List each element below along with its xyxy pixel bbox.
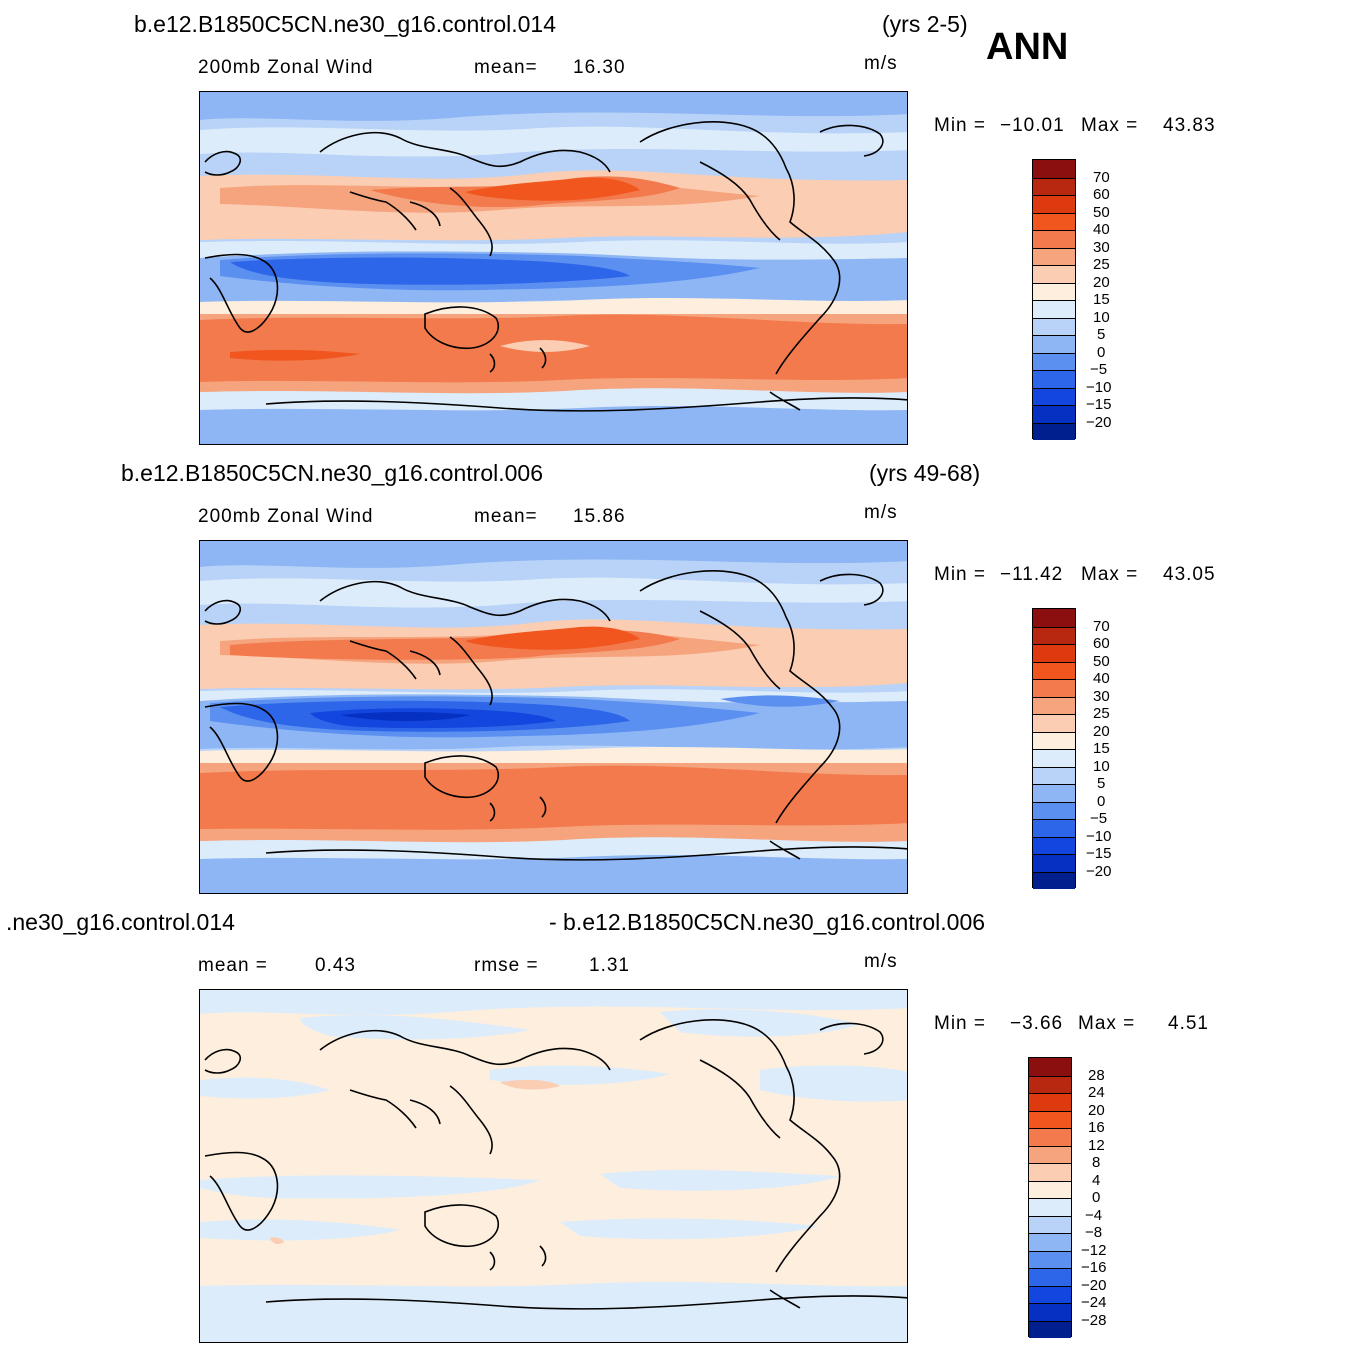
colorbar-tick: 0 [1097, 344, 1106, 361]
colorbar-tick: 20 [1088, 1102, 1105, 1119]
case-title-middle: b.e12.B1850C5CN.ne30_g16.control.006 [121, 460, 543, 486]
colorbar-tick: 15 [1093, 740, 1110, 757]
colorbar-tick: 15 [1093, 291, 1110, 308]
colorbar-tick: 40 [1093, 221, 1110, 238]
units-label-top: m/s [864, 53, 898, 74]
colorbar-tick: −12 [1081, 1242, 1107, 1259]
min-value-diff: −3.66 [1010, 1013, 1064, 1034]
variable-label-top: 200mb Zonal Wind [198, 57, 374, 78]
colorbar-tick: 20 [1093, 274, 1110, 291]
mean-value-middle: 15.86 [573, 506, 626, 527]
variable-label-middle: 200mb Zonal Wind [198, 506, 374, 527]
rmse-value-diff: 1.31 [589, 955, 630, 976]
case-title-diff-left: .ne30_g16.control.014 [6, 909, 235, 935]
max-value-middle: 43.05 [1163, 564, 1216, 585]
map-panel-top [199, 91, 908, 445]
colorbar-tick: 24 [1088, 1084, 1105, 1101]
colorbar-tick: 10 [1093, 758, 1110, 775]
colorbar-top [1032, 159, 1076, 440]
colorbar-tick: −10 [1086, 828, 1112, 845]
colorbar-tick: 50 [1093, 653, 1110, 670]
colorbar-tick: 5 [1097, 326, 1106, 343]
min-value-top: −10.01 [1000, 115, 1065, 136]
mean-label-middle: mean= [474, 506, 538, 527]
colorbar-tick: 20 [1093, 723, 1110, 740]
colorbar-tick: 60 [1093, 635, 1110, 652]
colorbar-tick: 70 [1093, 618, 1110, 635]
map-panel-middle [199, 540, 908, 894]
min-label-middle: Min = [934, 564, 986, 585]
colorbar-tick: 50 [1093, 204, 1110, 221]
colorbar-tick: −20 [1086, 863, 1112, 880]
colorbar-tick: −28 [1081, 1312, 1107, 1329]
colorbar-tick: 60 [1093, 186, 1110, 203]
colorbar-tick: 10 [1093, 309, 1110, 326]
colorbar-tick: 30 [1093, 239, 1110, 256]
min-value-middle: −11.42 [1000, 564, 1064, 585]
colorbar-tick: 28 [1088, 1067, 1105, 1084]
years-label-top: (yrs 2-5) [882, 11, 968, 37]
colorbar-tick: −10 [1086, 379, 1112, 396]
colorbar-tick: 25 [1093, 705, 1110, 722]
colorbar-tick: 8 [1092, 1154, 1101, 1171]
years-label-middle: (yrs 49-68) [869, 460, 981, 486]
colorbar-tick: 5 [1097, 775, 1106, 792]
colorbar-tick: −20 [1086, 414, 1112, 431]
max-label-middle: Max = [1081, 564, 1139, 585]
colorbar-tick: −20 [1081, 1277, 1107, 1294]
min-label-diff: Min = [934, 1013, 986, 1034]
season-label: ANN [986, 26, 1069, 68]
colorbar-tick: −8 [1085, 1224, 1103, 1241]
max-label-top: Max = [1081, 115, 1139, 136]
max-label-diff: Max = [1078, 1013, 1136, 1034]
colorbar-tick: 0 [1092, 1189, 1101, 1206]
colorbar-tick: 30 [1093, 688, 1110, 705]
colorbar-tick: 25 [1093, 256, 1110, 273]
colorbar-tick: 70 [1093, 169, 1110, 186]
mean-value-diff: 0.43 [315, 955, 356, 976]
colorbar-difference [1028, 1057, 1072, 1338]
max-value-diff: 4.51 [1168, 1013, 1209, 1034]
max-value-top: 43.83 [1163, 115, 1216, 136]
units-label-diff: m/s [864, 951, 898, 972]
colorbar-tick: −5 [1090, 810, 1108, 827]
mean-value-top: 16.30 [573, 57, 626, 78]
colorbar-tick: 16 [1088, 1119, 1105, 1136]
rmse-label-diff: rmse = [474, 955, 539, 976]
colorbar-tick: −24 [1081, 1294, 1107, 1311]
colorbar-tick: 12 [1088, 1137, 1105, 1154]
map-panel-difference [199, 989, 908, 1343]
colorbar-tick: −16 [1081, 1259, 1107, 1276]
colorbar-tick: 0 [1097, 793, 1106, 810]
colorbar-tick: −5 [1090, 361, 1108, 378]
colorbar-tick: 40 [1093, 670, 1110, 687]
mean-label-top: mean= [474, 57, 538, 78]
units-label-middle: m/s [864, 502, 898, 523]
colorbar-tick: −15 [1086, 845, 1112, 862]
min-label-top: Min = [934, 115, 986, 136]
mean-label-diff: mean = [198, 955, 268, 976]
colorbar-middle [1032, 608, 1076, 889]
case-title-top: b.e12.B1850C5CN.ne30_g16.control.014 [134, 11, 556, 37]
colorbar-tick: −15 [1086, 396, 1112, 413]
case-title-diff-right: - b.e12.B1850C5CN.ne30_g16.control.006 [549, 909, 986, 935]
colorbar-tick: −4 [1085, 1207, 1103, 1224]
colorbar-tick: 4 [1092, 1172, 1101, 1189]
